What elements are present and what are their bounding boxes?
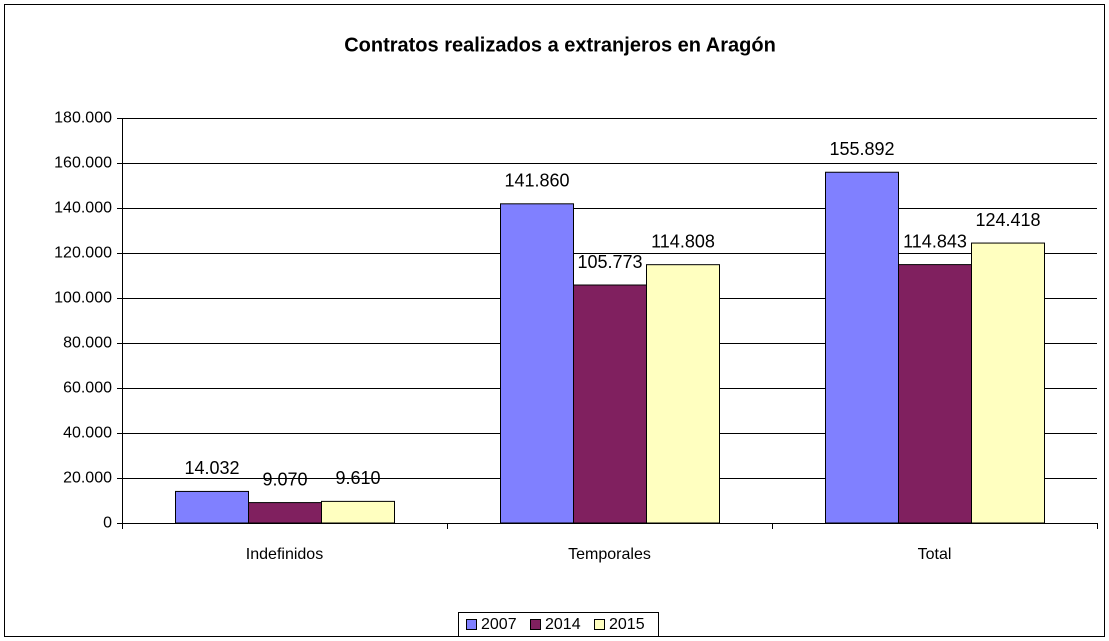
y-tick-label: 80.000 (63, 335, 112, 352)
legend-label: 2015 (609, 616, 645, 633)
legend-box (458, 612, 659, 637)
legend-label: 2007 (481, 616, 517, 633)
y-tick-label: 140.000 (54, 200, 112, 217)
bar (248, 502, 322, 524)
x-tick-label: Indefinidos (246, 546, 323, 563)
bar (825, 171, 899, 524)
bar (898, 264, 972, 524)
y-tick-label: 180.000 (54, 110, 112, 127)
bar (971, 242, 1045, 524)
legend-swatch (594, 619, 605, 630)
data-label: 141.860 (504, 171, 569, 191)
legend-swatch (466, 619, 477, 630)
bar (573, 284, 647, 524)
y-tick-label: 120.000 (54, 245, 112, 262)
legend-swatch (530, 619, 541, 630)
data-label: 155.892 (829, 139, 894, 159)
bar (646, 264, 720, 524)
data-label: 114.843 (903, 231, 967, 251)
legend-label: 2014 (545, 616, 581, 633)
y-tick-label: 0 (103, 515, 112, 532)
data-label: 124.418 (975, 210, 1040, 230)
x-tick-label: Temporales (568, 546, 651, 563)
y-tick-label: 20.000 (63, 470, 112, 487)
bar (321, 500, 395, 524)
data-label: 9.610 (335, 468, 380, 488)
bar (500, 203, 574, 524)
data-label: 14.032 (184, 458, 239, 478)
data-label: 114.808 (651, 231, 715, 251)
y-tick-label: 160.000 (54, 155, 112, 172)
chart-title: Contratos realizados a extranjeros en Ar… (344, 34, 776, 56)
data-label: 9.070 (262, 469, 307, 489)
y-tick-label: 60.000 (63, 380, 112, 397)
legend: 2007 2014 2015 (458, 612, 659, 637)
data-label: 105.773 (577, 252, 642, 272)
y-tick-label: 40.000 (63, 425, 112, 442)
y-tick-label: 100.000 (54, 290, 112, 307)
bar (175, 490, 249, 524)
x-tick-label: Total (918, 546, 952, 563)
